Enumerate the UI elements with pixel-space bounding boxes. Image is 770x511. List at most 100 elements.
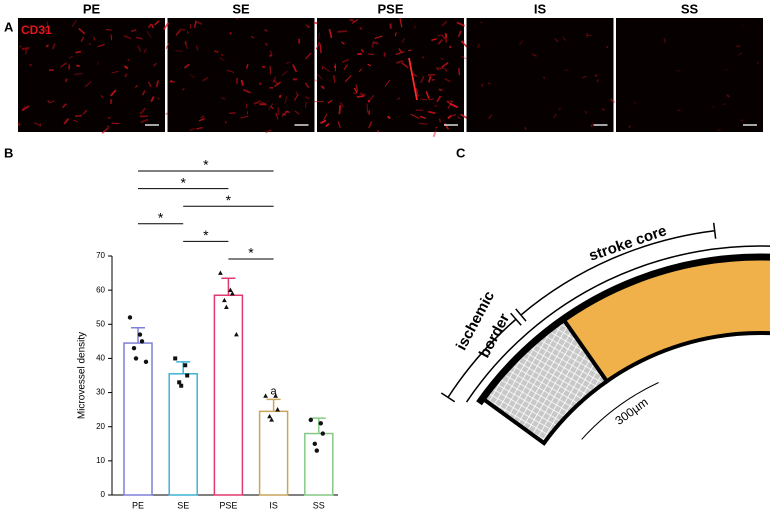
vessel — [399, 18, 403, 28]
vessel — [332, 75, 336, 83]
vessel — [367, 63, 372, 67]
panel-label: B — [4, 145, 13, 160]
vessel — [61, 103, 67, 109]
vessel — [140, 118, 149, 124]
vessel — [401, 62, 409, 69]
vessel — [273, 79, 279, 85]
vessel — [341, 41, 345, 45]
vessel — [75, 50, 82, 54]
vessel — [457, 30, 462, 37]
image-title: PE — [83, 1, 101, 16]
divider — [562, 318, 610, 385]
vessel — [387, 115, 391, 120]
vessel — [351, 18, 359, 24]
vessel-texture — [163, 17, 319, 134]
vessel — [175, 50, 183, 52]
x-tick-label: IS — [269, 500, 278, 510]
vessel — [219, 56, 225, 62]
data-point — [320, 431, 325, 436]
vessel — [190, 74, 196, 79]
vessel-texture — [314, 18, 470, 138]
y-tick-label: 70 — [96, 251, 105, 260]
vessel — [601, 108, 606, 111]
vessel — [50, 100, 55, 104]
vessel — [315, 41, 321, 50]
vessel — [60, 62, 67, 68]
vessel — [427, 74, 436, 76]
bar — [258, 410, 289, 496]
error-bar — [266, 398, 281, 412]
data-point — [269, 417, 274, 422]
vessel — [189, 127, 196, 131]
vessel — [23, 33, 27, 35]
vessel — [68, 55, 73, 59]
vessel — [214, 50, 219, 53]
vessel — [349, 18, 355, 22]
vessel — [275, 112, 279, 120]
data-point — [224, 304, 229, 310]
vessel — [542, 76, 546, 79]
micrograph — [616, 18, 763, 132]
vessel — [165, 112, 169, 115]
vessel — [146, 30, 152, 38]
vessel — [93, 36, 96, 41]
vessel — [413, 73, 418, 77]
vessel — [594, 74, 598, 78]
vessel — [355, 84, 359, 92]
micrograph — [466, 18, 614, 132]
vessel — [196, 126, 203, 130]
x-tick-label: PE — [132, 500, 144, 510]
data-point — [228, 287, 233, 292]
significance-label: * — [203, 157, 209, 173]
vessel — [111, 70, 119, 74]
vessel — [741, 24, 745, 27]
vessel — [84, 81, 92, 88]
vessel — [150, 96, 155, 103]
vessel — [432, 130, 437, 138]
data-point — [177, 380, 182, 385]
vessel — [64, 78, 68, 83]
vessel — [304, 52, 312, 60]
vessel — [724, 68, 730, 71]
vessel — [246, 111, 249, 115]
vessel — [269, 54, 273, 58]
vessel — [320, 85, 325, 90]
vessel — [80, 36, 85, 42]
vessel — [153, 62, 157, 67]
vessel — [446, 100, 451, 105]
vessel — [353, 87, 358, 94]
data-point — [267, 413, 272, 419]
vessel — [63, 118, 70, 125]
vessel — [441, 61, 449, 69]
vessel — [28, 63, 33, 67]
vessel — [447, 101, 453, 110]
vessel — [42, 26, 48, 33]
vessel — [447, 113, 457, 119]
vessel — [285, 61, 291, 64]
vessel — [72, 119, 78, 123]
y-tick-label: 30 — [96, 388, 105, 397]
vessel — [74, 72, 83, 76]
vessel — [358, 68, 362, 73]
vessel — [398, 47, 403, 53]
data-point — [234, 331, 239, 337]
vessel — [441, 20, 448, 27]
panel-label: A — [4, 19, 14, 34]
vessel — [431, 38, 437, 41]
vessel — [321, 66, 324, 70]
vessel — [319, 43, 322, 54]
y-tick-label: 40 — [96, 354, 105, 363]
vessel — [155, 80, 160, 88]
data-point — [273, 393, 278, 398]
image-title: SS — [681, 1, 699, 16]
vessel — [436, 95, 442, 103]
vessel — [591, 122, 594, 128]
vessel — [444, 68, 448, 72]
vessel — [323, 113, 328, 120]
vessel — [307, 25, 311, 29]
vessel — [24, 49, 28, 55]
vessel — [436, 68, 440, 71]
vessel — [418, 122, 428, 125]
vessel — [360, 48, 364, 53]
vessel — [313, 21, 318, 25]
